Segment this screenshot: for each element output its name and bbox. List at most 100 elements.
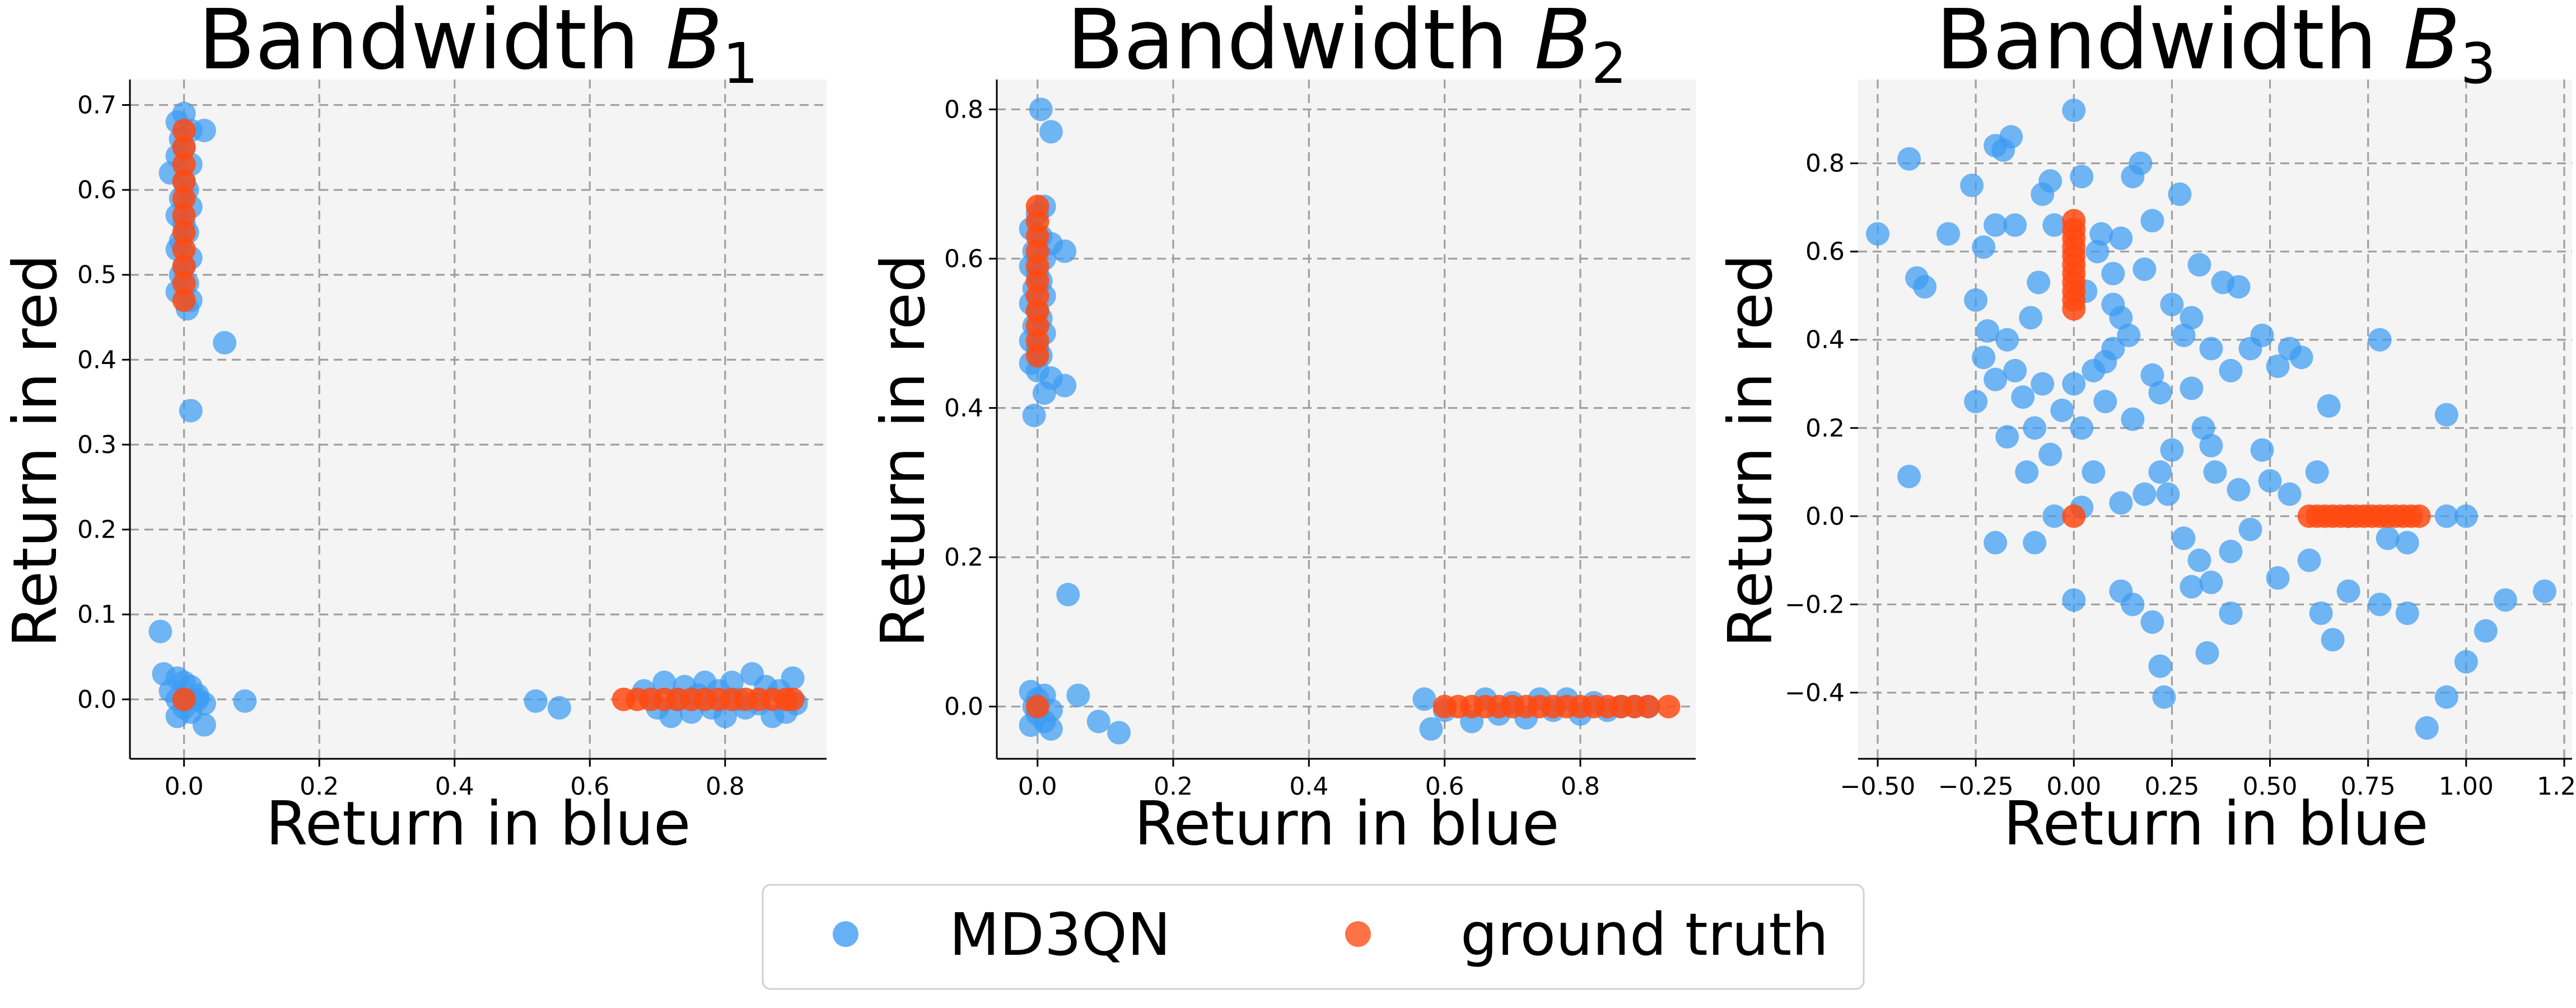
panel-3-ground-truth-point-26 bbox=[2407, 504, 2431, 528]
panel-1-ground-truth-point-9 bbox=[172, 271, 196, 295]
panel-2-xtick-label-1: 0.2 bbox=[1154, 772, 1193, 801]
panel-1-ground-truth-point-7 bbox=[172, 237, 196, 262]
panel-1-xlabel: Return in blue bbox=[266, 789, 691, 859]
panel-2-ground-truth-point-10 bbox=[1025, 344, 1049, 368]
panel-3-md3qn-point-116 bbox=[2089, 222, 2113, 246]
panel-1-md3qn-point-41 bbox=[233, 689, 257, 713]
panel-3-md3qn-point-57 bbox=[2187, 253, 2211, 277]
panel-3-md3qn-point-41 bbox=[2117, 323, 2141, 347]
panel-2-md3qn-point-41 bbox=[1107, 721, 1131, 745]
panel-3-md3qn-point-101 bbox=[2454, 504, 2478, 528]
panel-2-plot-area bbox=[997, 80, 1696, 759]
panel-3-md3qn-point-28 bbox=[2038, 442, 2062, 466]
panel-1-ground-truth-point-0 bbox=[172, 118, 196, 142]
panel-3-md3qn-point-0 bbox=[1897, 147, 1921, 171]
panel-3-md3qn-point-13 bbox=[1976, 319, 2000, 343]
panel-3: −0.50 −0.25 0.00 0.25 0.50 0.75 1.00 1.25 −0.4 −0… bbox=[1716, 0, 2576, 859]
panel-2-md3qn-point-28 bbox=[1022, 403, 1046, 427]
panel-1-ground-truth-point-3 bbox=[172, 169, 196, 193]
panel-3-md3qn-point-81 bbox=[2297, 548, 2321, 572]
panel-3-ytick-label-0: −0.4 bbox=[1785, 679, 1845, 707]
panel-3-md3qn-point-75 bbox=[2199, 570, 2223, 594]
panel-1-title: Bandwidth B1 bbox=[198, 0, 758, 96]
panel-3-md3qn-point-84 bbox=[2336, 579, 2360, 603]
panel-3-ylabel: Return in red bbox=[1716, 254, 1786, 648]
panel-3-md3qn-point-109 bbox=[2219, 601, 2243, 626]
panel-1-ytick-label-7: 0.7 bbox=[77, 91, 116, 119]
panel-3-md3qn-point-113 bbox=[2093, 350, 2117, 374]
legend-label-md3qn: MD3QN bbox=[949, 900, 1171, 969]
panel-1-ytick-label-2: 0.2 bbox=[77, 516, 116, 544]
panel-2-md3qn-point-29 bbox=[1056, 582, 1080, 606]
panel-2-xtick-label-3: 0.6 bbox=[1425, 772, 1464, 801]
panel-1-md3qn-point-3 bbox=[192, 118, 216, 142]
panel-3-md3qn-point-47 bbox=[2148, 381, 2172, 405]
panel-3-ytick-label-3: 0.2 bbox=[1805, 414, 1845, 442]
legend-label-ground-truth: ground truth bbox=[1460, 900, 1828, 969]
panel-3-md3qn-point-87 bbox=[2415, 716, 2439, 740]
panel-3-md3qn-point-66 bbox=[2289, 346, 2313, 370]
panel-3-md3qn-point-111 bbox=[2070, 416, 2094, 440]
panel-1-ytick-label-6: 0.6 bbox=[77, 176, 116, 204]
panel-3-md3qn-point-49 bbox=[2172, 323, 2196, 347]
panel-1-md3qn-point-25 bbox=[213, 331, 237, 355]
panel-3-md3qn-point-117 bbox=[2199, 433, 2223, 458]
panel-3-ground-truth-point-10 bbox=[2062, 297, 2086, 321]
panel-1-md3qn-point-39 bbox=[192, 713, 216, 737]
panel-1-ground-truth-point-11 bbox=[172, 687, 196, 711]
panel-1-ylabel: Return in red bbox=[1, 254, 71, 648]
panel-3-md3qn-point-39 bbox=[2101, 262, 2125, 286]
panel-2-md3qn-point-8 bbox=[1053, 239, 1077, 263]
panel-3-md3qn-point-30 bbox=[1995, 425, 2019, 449]
panel-3-ytick-label-2: 0.0 bbox=[1805, 502, 1845, 531]
panel-1-ytick-label-0: 0.0 bbox=[77, 685, 116, 714]
panel-1-ground-truth-point-4 bbox=[172, 186, 196, 211]
panel-1-xtick-label-3: 0.6 bbox=[570, 772, 609, 801]
panel-3-md3qn-point-85 bbox=[2368, 592, 2392, 617]
panel-3-md3qn-point-80 bbox=[2266, 566, 2290, 590]
panel-3-xtick-label-1: −0.25 bbox=[1938, 772, 2014, 801]
panel-3-md3qn-point-38 bbox=[2085, 240, 2110, 264]
panel-3-md3qn-point-46 bbox=[2140, 363, 2164, 387]
panel-3-md3qn-point-70 bbox=[2148, 460, 2172, 484]
panel-3-md3qn-point-112 bbox=[2062, 372, 2086, 396]
panel-3-md3qn-point-27 bbox=[2015, 460, 2039, 484]
panel-3-ytick-label-6: 0.8 bbox=[1805, 150, 1845, 178]
panel-2-md3qn-point-27 bbox=[1032, 381, 1056, 405]
panel-3-md3qn-point-106 bbox=[2109, 579, 2133, 603]
panel-3-md3qn-point-54 bbox=[2121, 165, 2145, 189]
panel-3-md3qn-point-61 bbox=[2219, 358, 2243, 382]
panel-3-md3qn-point-89 bbox=[2454, 650, 2478, 674]
panel-3-md3qn-point-36 bbox=[2062, 99, 2086, 123]
panel-3-md3qn-point-82 bbox=[2309, 601, 2333, 626]
panel-3-md3qn-point-29 bbox=[2050, 398, 2074, 422]
panel-1-ytick-label-5: 0.5 bbox=[77, 261, 116, 290]
panel-3-md3qn-point-25 bbox=[2031, 372, 2055, 396]
panel-2-md3qn-point-26 bbox=[1053, 374, 1077, 398]
panel-3-md3qn-point-98 bbox=[2376, 526, 2400, 550]
panel-3-md3qn-point-102 bbox=[2140, 610, 2164, 634]
panel-2-ground-truth-point-11 bbox=[1025, 694, 1049, 718]
panel-1-ground-truth-point-1 bbox=[172, 136, 196, 160]
panel-3-ytick-label-1: −0.2 bbox=[1785, 590, 1845, 619]
panel-3-md3qn-point-76 bbox=[2219, 539, 2243, 563]
panel-3-md3qn-point-107 bbox=[2180, 575, 2204, 599]
panel-3-md3qn-point-11 bbox=[2003, 213, 2027, 237]
panel-3-md3qn-point-110 bbox=[2082, 460, 2106, 484]
panel-3-md3qn-point-103 bbox=[2148, 654, 2172, 678]
panel-3-xlabel: Return in blue bbox=[2004, 789, 2429, 859]
panel-3-md3qn-point-37 bbox=[2070, 165, 2094, 189]
panel-3-md3qn-point-91 bbox=[2493, 588, 2517, 612]
panel-3-xtick-label-6: 1.00 bbox=[2439, 772, 2494, 801]
panel-3-md3qn-point-64 bbox=[2266, 354, 2290, 378]
panel-1-ytick-label-3: 0.3 bbox=[77, 431, 116, 459]
panel-3-md3qn-point-55 bbox=[2109, 226, 2133, 250]
panel-1-xtick-label-4: 0.8 bbox=[706, 772, 745, 801]
panel-2-ylabel: Return in red bbox=[869, 254, 939, 648]
panel-3-md3qn-point-95 bbox=[2317, 394, 2341, 418]
panel-3-xtick-label-5: 0.75 bbox=[2341, 772, 2396, 801]
panel-3-md3qn-point-34 bbox=[2042, 504, 2066, 528]
panel-3-xtick-label-4: 0.50 bbox=[2243, 772, 2298, 801]
panel-3-md3qn-point-86 bbox=[2395, 601, 2419, 626]
